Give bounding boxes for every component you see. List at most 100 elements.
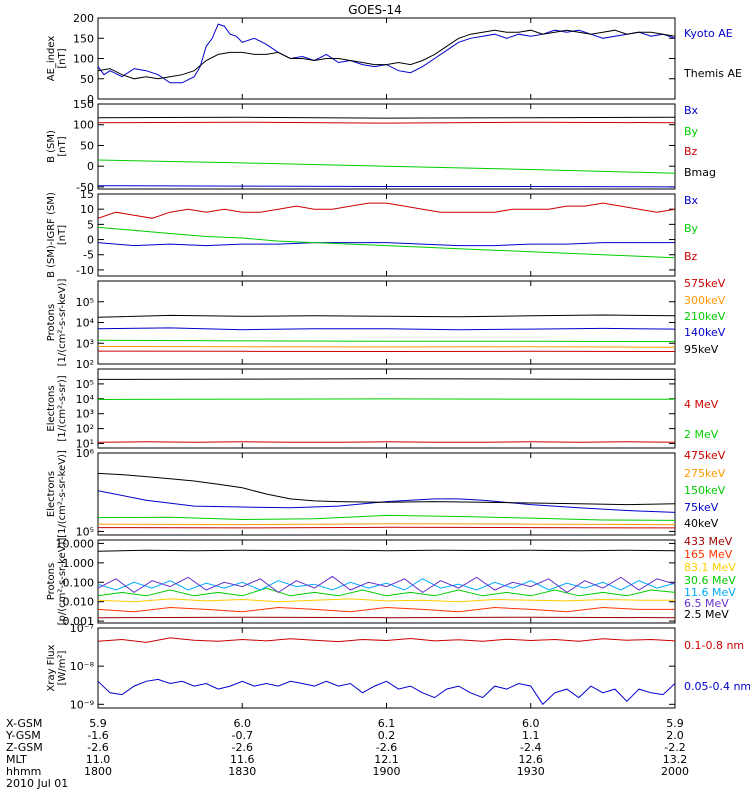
y-tick-label: 0.001 bbox=[63, 615, 95, 628]
legend-entry: By bbox=[684, 125, 699, 138]
y-tick-label: 10⁵ bbox=[76, 296, 94, 309]
legend-entry: 95keV bbox=[684, 343, 719, 356]
y-axis-label: Protons bbox=[46, 563, 57, 600]
series-line bbox=[98, 549, 675, 552]
y-axis-label: [1/(cm²-s-sr)] bbox=[57, 375, 68, 441]
x-row-name: Z-GSM bbox=[6, 741, 43, 754]
legend-entry: 0.6 MeV bbox=[684, 0, 729, 3]
x-row-value: -2.4 bbox=[520, 741, 541, 754]
series-line bbox=[98, 29, 675, 80]
x-row-name: Y-GSM bbox=[5, 729, 41, 742]
y-tick-label: 50 bbox=[80, 73, 94, 86]
legend-entry: 475keV bbox=[684, 449, 726, 462]
series-line bbox=[98, 606, 675, 613]
y-tick-label: 0.010 bbox=[63, 596, 95, 609]
legend-entry: 275keV bbox=[684, 467, 726, 480]
legend-entry: 140keV bbox=[684, 326, 726, 339]
series-line bbox=[98, 226, 675, 259]
y-tick-label: 10⁴ bbox=[76, 393, 95, 406]
legend-entry: 40keV bbox=[684, 517, 719, 530]
x-row-value: 6.0 bbox=[234, 717, 252, 730]
y-axis-label: [nT] bbox=[57, 225, 68, 245]
panel-1: 0 50 100 150 200 AE_index [nT] Kyoto AE Themis A… bbox=[46, 12, 742, 106]
legend-entry: 0.1-0.8 nm bbox=[684, 639, 744, 652]
y-axis-label: [1/(cm²-s-sr-keV)] bbox=[57, 450, 68, 538]
series-line bbox=[98, 598, 675, 603]
panel-5: 10¹ 10² 10³ 10⁴ 10⁵ Electrons [1/(cm²-s-sr)] 4 … bbox=[46, 0, 729, 451]
y-axis-label: Electrons bbox=[46, 385, 57, 431]
legend-entry: 433 MeV bbox=[684, 535, 733, 548]
x-row-value: -2.2 bbox=[664, 741, 685, 754]
x-row-value: -2.6 bbox=[87, 741, 108, 754]
y-tick-label: 5 bbox=[87, 218, 94, 231]
x-row-value: -0.7 bbox=[232, 729, 253, 742]
series-line bbox=[98, 472, 675, 506]
panel-frame bbox=[97, 17, 676, 100]
y-tick-label: 100 bbox=[73, 53, 94, 66]
x-row-value: -2.6 bbox=[376, 741, 397, 754]
x-row-value: 11.0 bbox=[86, 753, 111, 766]
y-tick-label: -50 bbox=[76, 181, 94, 194]
series-line bbox=[98, 314, 675, 318]
legend-entry: 4 MeV bbox=[684, 398, 719, 411]
x-row-value: 1930 bbox=[517, 765, 545, 778]
y-tick-label: 10⁴ bbox=[76, 317, 95, 330]
y-tick-label: 10.000 bbox=[56, 537, 95, 550]
y-axis-label: [nT] bbox=[57, 136, 68, 156]
series-line bbox=[98, 202, 675, 219]
panel-frame bbox=[97, 539, 676, 624]
legend-entry: 150keV bbox=[684, 484, 726, 497]
y-axis-label: B (SM)-IGRF (SM) bbox=[46, 192, 57, 278]
legend-entry: 75keV bbox=[684, 501, 719, 514]
x-row-value: 1800 bbox=[84, 765, 112, 778]
y-tick-label: 150 bbox=[73, 98, 94, 111]
y-tick-label: 10⁻⁸ bbox=[70, 660, 95, 673]
y-tick-label: 1.000 bbox=[63, 557, 95, 570]
y-tick-label: -10 bbox=[76, 264, 94, 277]
series-line bbox=[98, 616, 675, 619]
series-line bbox=[98, 346, 675, 348]
x-row-value: 0.2 bbox=[378, 729, 396, 742]
x-axis-table: X-GSM 5.9 6.0 6.1 6.0 5.9 Y-GSM -1.6 -0.7 0.2 1.1 2… bbox=[5, 717, 689, 790]
legend-entry: 210keV bbox=[684, 310, 726, 323]
legend-entry: 2 MeV bbox=[684, 428, 719, 441]
x-row-value: 13.2 bbox=[663, 753, 688, 766]
x-row-value: -1.6 bbox=[87, 729, 108, 742]
y-tick-label: 10² bbox=[76, 358, 94, 371]
legend-entry: 300keV bbox=[684, 294, 726, 307]
x-row-value: 2.0 bbox=[666, 729, 684, 742]
series-line bbox=[98, 637, 675, 643]
series-line bbox=[98, 185, 675, 188]
y-tick-label: 10² bbox=[76, 423, 94, 436]
y-tick-label: 100 bbox=[73, 119, 94, 132]
legend-entry: 83.1 MeV bbox=[684, 561, 736, 574]
series-line bbox=[98, 23, 675, 84]
legend-entry: 165 MeV bbox=[684, 548, 733, 561]
series-line bbox=[98, 242, 675, 247]
y-tick-label: 10³ bbox=[76, 337, 94, 350]
y-tick-label: 10⁻⁹ bbox=[70, 698, 94, 711]
x-row-value: -2.6 bbox=[232, 741, 253, 754]
x-row-value: 12.6 bbox=[519, 753, 544, 766]
panel-7: 0.001 0.010 0.100 1.000 10.000 Protons [p/(cm²… bbox=[46, 535, 736, 628]
y-tick-label: 10⁶ bbox=[76, 447, 95, 460]
legend-entry: Bz bbox=[684, 250, 698, 263]
y-tick-label: 10⁵ bbox=[76, 525, 94, 538]
panel-6: 10⁵ 10⁶ Electrons [1/(cm²-s-sr-keV)] 475keV 2… bbox=[46, 447, 726, 538]
legend-entry: Bx bbox=[684, 104, 699, 117]
panel-3: -10 -5 0 5 10 15 B (SM)-IGRF (SM) [nT] Bx By Bz bbox=[46, 188, 699, 278]
y-tick-label: 0 bbox=[87, 234, 94, 247]
series-line bbox=[98, 514, 675, 521]
legend-entry: Bmag bbox=[684, 166, 716, 179]
panel-2: -50 0 50 100 150 B (SM) [nT] Bx By Bz Bmag bbox=[46, 98, 716, 194]
series-line bbox=[98, 378, 675, 380]
y-tick-label: 10 bbox=[80, 203, 94, 216]
x-row-value: 12.1 bbox=[374, 753, 399, 766]
series-line bbox=[98, 575, 675, 594]
series-line bbox=[98, 523, 675, 526]
chart-title: GOES-14 bbox=[348, 3, 402, 17]
series-line bbox=[98, 578, 675, 591]
y-tick-label: 150 bbox=[73, 32, 94, 45]
series-line bbox=[98, 116, 675, 119]
